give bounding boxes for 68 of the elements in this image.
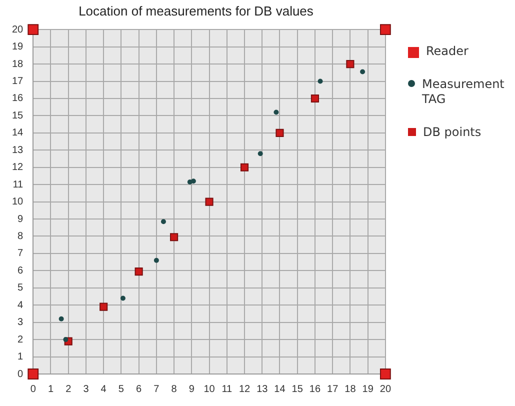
point [28, 24, 39, 36]
legend-label: DB points [423, 125, 482, 140]
legend-label: Reader [426, 44, 468, 59]
y-tick-label: 1 [18, 352, 24, 363]
chart-title: Location of measurements for DB values [78, 3, 314, 18]
y-tick-label: 2 [18, 334, 24, 346]
point [346, 60, 354, 68]
y-tick-label: 16 [12, 93, 24, 104]
point [380, 368, 391, 380]
point [380, 24, 391, 36]
x-tick-label: 16 [309, 384, 321, 395]
point [276, 128, 284, 137]
x-tick-label: 2 [66, 384, 72, 395]
y-tick-label: 17 [12, 76, 24, 88]
y-tick-label: 5 [18, 282, 24, 294]
x-tick-label: 19 [362, 384, 374, 395]
x-tick-label: 6 [136, 384, 142, 395]
point [63, 337, 68, 342]
x-tick-label: 1 [48, 384, 54, 395]
y-tick-label: 15 [12, 110, 24, 122]
y-tick-label: 11 [12, 179, 24, 190]
y-tick-label: 18 [12, 58, 24, 70]
y-tick-label: 3 [18, 317, 24, 328]
y-tick-label: 13 [12, 144, 24, 156]
y-tick-label: 0 [18, 368, 24, 380]
x-tick-label: 18 [344, 384, 356, 395]
x-tick-label: 8 [171, 384, 178, 395]
point [58, 316, 64, 322]
x-tick-label: 7 [154, 384, 160, 395]
x-tick-label: 0 [30, 384, 36, 395]
y-tick-label: 8 [18, 230, 24, 242]
point [205, 198, 214, 206]
point [28, 368, 39, 380]
x-tick-label: 20 [380, 384, 392, 395]
x-tick-label: 11 [222, 384, 233, 395]
x-tick-label: 13 [256, 384, 268, 395]
x-tick-label: 17 [327, 384, 339, 395]
x-tick-label: 10 [204, 384, 216, 395]
y-tick-label: 6 [18, 265, 24, 276]
y-tick-label: 19 [12, 42, 24, 53]
x-tick-label: 14 [274, 384, 286, 395]
point [310, 94, 320, 103]
legend-label: Measurement TAG [422, 77, 506, 107]
y-tick-label: 9 [18, 214, 24, 225]
x-tick-label: 9 [188, 384, 195, 395]
x-tick-label: 5 [118, 384, 124, 395]
point [160, 219, 166, 224]
point [170, 233, 178, 242]
x-tick-label: 3 [83, 384, 90, 395]
point [100, 302, 108, 311]
y-tick-label: 7 [18, 248, 24, 260]
y-tick-label: 14 [12, 128, 24, 139]
x-tick-label: 12 [238, 384, 251, 395]
point [134, 268, 143, 276]
y-tick-label: 12 [12, 162, 24, 174]
point [120, 296, 126, 301]
y-tick-label: 20 [12, 24, 24, 36]
point [258, 151, 263, 156]
y-tick-label: 4 [18, 300, 24, 311]
y-tick-label: 10 [12, 196, 24, 208]
x-tick-label: 15 [292, 384, 304, 395]
x-tick-label: 4 [100, 384, 107, 395]
point [318, 78, 323, 84]
point [190, 178, 196, 184]
point [360, 69, 366, 74]
point [240, 163, 249, 172]
point [274, 110, 279, 115]
point [154, 258, 159, 263]
